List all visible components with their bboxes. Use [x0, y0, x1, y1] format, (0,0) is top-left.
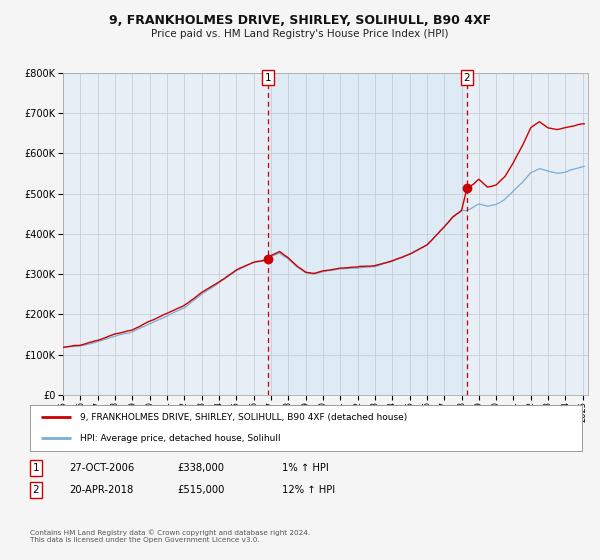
Text: Contains HM Land Registry data © Crown copyright and database right 2024.
This d: Contains HM Land Registry data © Crown c… — [30, 529, 310, 543]
Text: 9, FRANKHOLMES DRIVE, SHIRLEY, SOLIHULL, B90 4XF (detached house): 9, FRANKHOLMES DRIVE, SHIRLEY, SOLIHULL,… — [80, 413, 407, 422]
Text: 9, FRANKHOLMES DRIVE, SHIRLEY, SOLIHULL, B90 4XF: 9, FRANKHOLMES DRIVE, SHIRLEY, SOLIHULL,… — [109, 14, 491, 27]
Text: 2: 2 — [32, 485, 40, 495]
Text: 12% ↑ HPI: 12% ↑ HPI — [282, 485, 335, 495]
Text: £338,000: £338,000 — [177, 463, 224, 473]
Text: 27-OCT-2006: 27-OCT-2006 — [69, 463, 134, 473]
Text: 1: 1 — [265, 73, 271, 83]
Text: £515,000: £515,000 — [177, 485, 224, 495]
Text: 1: 1 — [32, 463, 40, 473]
Text: Price paid vs. HM Land Registry's House Price Index (HPI): Price paid vs. HM Land Registry's House … — [151, 29, 449, 39]
Text: 1% ↑ HPI: 1% ↑ HPI — [282, 463, 329, 473]
Text: HPI: Average price, detached house, Solihull: HPI: Average price, detached house, Soli… — [80, 434, 280, 443]
Bar — [268, 73, 467, 395]
Text: 2: 2 — [463, 73, 470, 83]
Text: 20-APR-2018: 20-APR-2018 — [69, 485, 133, 495]
